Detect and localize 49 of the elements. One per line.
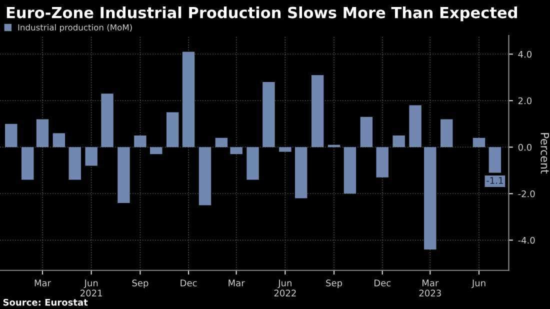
bar (440, 119, 453, 148)
y-tick-label: 4.0 (518, 50, 532, 58)
bar (360, 116, 373, 148)
y-tick-label: 0.0 (518, 144, 532, 151)
x-tick-label: Mar (34, 280, 51, 286)
bar (376, 147, 388, 178)
bar (36, 119, 49, 148)
bar (198, 147, 212, 206)
bar (409, 105, 422, 148)
bar (279, 147, 292, 152)
source-note: Source: Eurostat (3, 298, 88, 306)
y-axis-title: Percent (540, 133, 549, 174)
bar (230, 147, 242, 154)
x-tick-label: Sep (326, 280, 342, 288)
bar (215, 138, 228, 148)
bar (392, 136, 405, 148)
bar (295, 147, 308, 198)
x-tick-label: Sep (132, 280, 148, 288)
bar (424, 147, 436, 250)
x-tick-label: Mar (228, 280, 245, 286)
bar (68, 147, 81, 180)
bar (488, 147, 502, 173)
bar (101, 94, 114, 148)
chart-title: Euro-Zone Industrial Production Slows More Than Expected (6, 6, 517, 22)
y-tick-label: -2.0 (518, 190, 535, 198)
x-tick-label: Jun (471, 280, 486, 288)
bar (262, 82, 275, 148)
bar (182, 52, 195, 148)
legend-label: Industrial production (MoM) (18, 24, 132, 32)
bar (52, 133, 66, 148)
bar (134, 136, 146, 148)
bar (22, 147, 34, 180)
bar (246, 147, 259, 180)
bar (118, 147, 130, 203)
x-tick-label: Mar 2023 (419, 280, 441, 296)
bar (150, 147, 162, 154)
y-tick-label: 2.0 (518, 97, 532, 104)
bar (166, 112, 179, 148)
bar (344, 147, 356, 194)
bar (85, 147, 98, 166)
x-tick-label: Dec (374, 280, 391, 286)
data-label: -1.1 (486, 177, 503, 184)
x-tick-label: Jun 2021 (80, 280, 102, 296)
y-tick-label: -4.0 (518, 236, 535, 244)
bar (5, 124, 18, 148)
x-tick-label: Dec (180, 280, 197, 286)
bar (472, 138, 486, 148)
bar (311, 75, 324, 148)
x-tick-label: Jun 2022 (274, 280, 296, 296)
